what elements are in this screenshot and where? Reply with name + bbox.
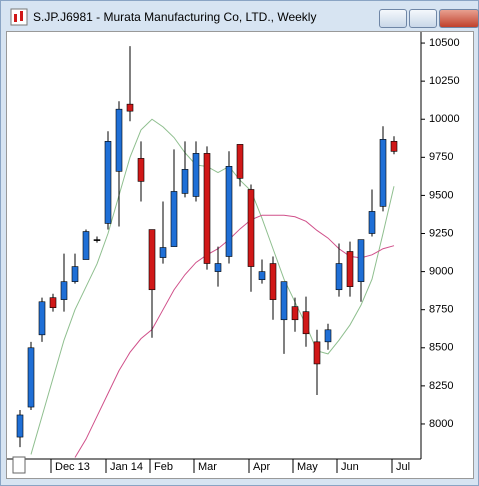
close-button[interactable]	[439, 9, 479, 28]
candle-body	[137, 158, 145, 182]
candle-body	[291, 306, 299, 321]
candle-body	[82, 231, 90, 260]
candle-body	[16, 414, 24, 438]
x-tick-label: Jun	[341, 461, 359, 473]
corner-box	[12, 456, 26, 474]
candle-body	[181, 169, 189, 194]
y-tick-label: 10250	[429, 75, 460, 87]
y-tick-label: 9000	[429, 266, 453, 278]
candle-body	[49, 297, 57, 309]
candle-body	[60, 281, 68, 300]
x-tick-label: Jul	[396, 461, 410, 473]
candle-body	[126, 103, 134, 112]
candle-body	[93, 239, 101, 241]
candle-body	[335, 263, 343, 291]
y-tick-label: 10000	[429, 113, 460, 125]
y-tick-label: 8750	[429, 304, 453, 316]
candle-body	[357, 239, 365, 282]
candle-body	[236, 144, 244, 179]
x-tick-label: May	[297, 461, 318, 473]
candle-body	[225, 166, 233, 257]
candle-body	[148, 229, 156, 291]
candle-body	[302, 311, 310, 335]
candle-body	[269, 263, 277, 300]
candle-body	[214, 263, 222, 272]
candle-body	[258, 271, 266, 280]
title-bar: S.JP.J6981 - Murata Manufacturing Co, LT…	[1, 1, 479, 31]
candle-body	[280, 281, 288, 321]
x-tick-label: Mar	[198, 461, 217, 473]
chart: 8000 8250 8500 8750 9000 9250 9500 9750 10000 102…	[6, 31, 474, 479]
x-tick-label: Apr	[253, 461, 270, 473]
candle-body	[379, 139, 387, 207]
minimize-button[interactable]	[379, 9, 407, 28]
candle-body	[203, 153, 211, 264]
x-tick-label: Feb	[154, 461, 173, 473]
y-tick-label: 9250	[429, 227, 453, 239]
candle-body	[170, 191, 178, 247]
candle-body	[71, 266, 79, 282]
candle-body	[159, 247, 167, 258]
candle-body	[390, 141, 398, 152]
candle-body	[27, 347, 35, 408]
x-tick-label: Jan 14	[110, 461, 143, 473]
y-tick-label: 8000	[429, 418, 453, 430]
moving-average-line	[30, 118, 395, 455]
maximize-button[interactable]	[409, 9, 437, 28]
candle-body	[346, 251, 354, 287]
y-tick-label: 9750	[429, 151, 453, 163]
x-tick-label: Dec 13	[55, 461, 90, 473]
moving-average-line	[74, 214, 395, 458]
y-tick-label: 8500	[429, 342, 453, 354]
candle-body	[115, 108, 123, 172]
window-title: S.JP.J6981 - Murata Manufacturing Co, LT…	[33, 10, 317, 24]
window-icon	[10, 8, 28, 26]
y-tick-label: 9500	[429, 189, 453, 201]
y-tick-label: 10500	[429, 37, 460, 49]
candle-body	[104, 141, 112, 224]
candle-body	[368, 211, 376, 234]
candle-body	[192, 153, 200, 197]
candle-body	[38, 301, 46, 336]
candle-body	[313, 341, 321, 365]
candle-body	[247, 189, 255, 267]
y-tick-label: 8250	[429, 380, 453, 392]
candle-body	[324, 329, 332, 343]
